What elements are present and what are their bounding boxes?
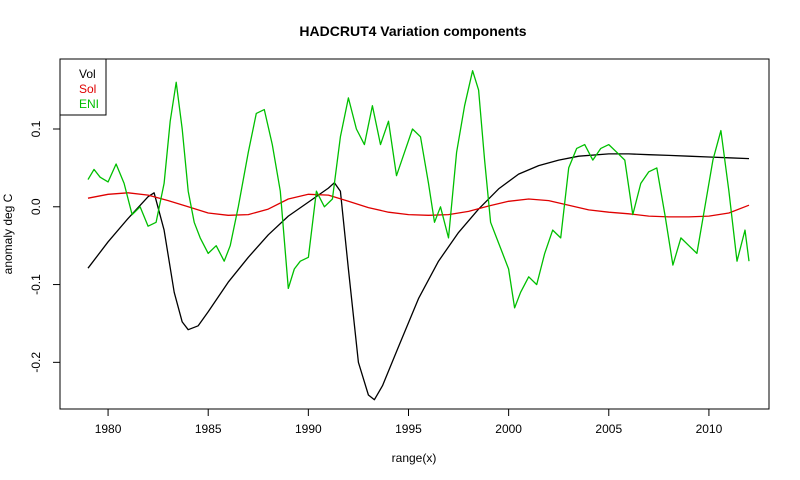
series-line-vol (87, 153, 750, 401)
x-axis-label: range(x) (392, 451, 437, 465)
legend: Vol Sol ENI (59, 58, 107, 116)
y-tick-label: 0.0 (29, 198, 43, 215)
chart-title: HADCRUT4 Variation components (299, 23, 526, 39)
x-axis: 1980 1985 1990 1995 2000 2005 2010 (95, 408, 723, 436)
y-tick-label: 0.1 (29, 120, 43, 137)
y-tick-label: -0.2 (29, 352, 43, 373)
y-tick-label: -0.1 (29, 274, 43, 295)
x-tick-label: 2010 (696, 422, 723, 436)
series-layer (87, 70, 750, 401)
x-tick-label: 2000 (495, 422, 522, 436)
x-tick-label: 1985 (195, 422, 222, 436)
y-axis: -0.2 -0.1 0.0 0.1 (29, 120, 61, 373)
legend-box (59, 58, 107, 116)
legend-entry-eni: ENI (79, 97, 99, 111)
x-tick-label: 1980 (95, 422, 122, 436)
legend-entry-sol: Sol (79, 82, 96, 96)
x-tick-label: 1995 (395, 422, 422, 436)
plot-frame (59, 58, 770, 410)
series-line-sol (87, 192, 750, 218)
legend-entry-vol: Vol (79, 67, 96, 81)
series-line-eni (87, 70, 750, 309)
x-tick-label: 1990 (295, 422, 322, 436)
x-tick-label: 2005 (595, 422, 622, 436)
y-axis-label: anomaly deg C (1, 193, 15, 274)
